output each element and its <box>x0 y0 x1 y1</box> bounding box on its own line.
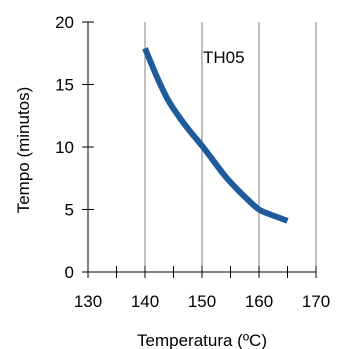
grid-lines <box>144 22 317 272</box>
x-axis-ticks: 130 140 150 160 170 <box>74 266 330 311</box>
y-axis-title: Tempo (minutos) <box>14 87 33 214</box>
y-tick-label: 0 <box>65 263 74 282</box>
y-tick-label: 15 <box>55 76 74 95</box>
x-tick-label: 130 <box>74 292 102 311</box>
x-axis-title: Temperatura (ºC) <box>137 331 267 349</box>
y-axis-ticks: 0 5 10 15 20 <box>55 13 94 282</box>
y-tick-label: 10 <box>55 138 74 157</box>
x-tick-label: 170 <box>302 292 330 311</box>
y-tick-label: 5 <box>65 201 74 220</box>
x-tick-label: 150 <box>188 292 216 311</box>
y-tick-label: 20 <box>55 13 74 32</box>
x-tick-label: 140 <box>131 292 159 311</box>
x-tick-label: 160 <box>245 292 273 311</box>
series-layer <box>142 47 289 224</box>
series-annotation: TH05 <box>203 48 245 67</box>
series-line <box>142 47 289 224</box>
